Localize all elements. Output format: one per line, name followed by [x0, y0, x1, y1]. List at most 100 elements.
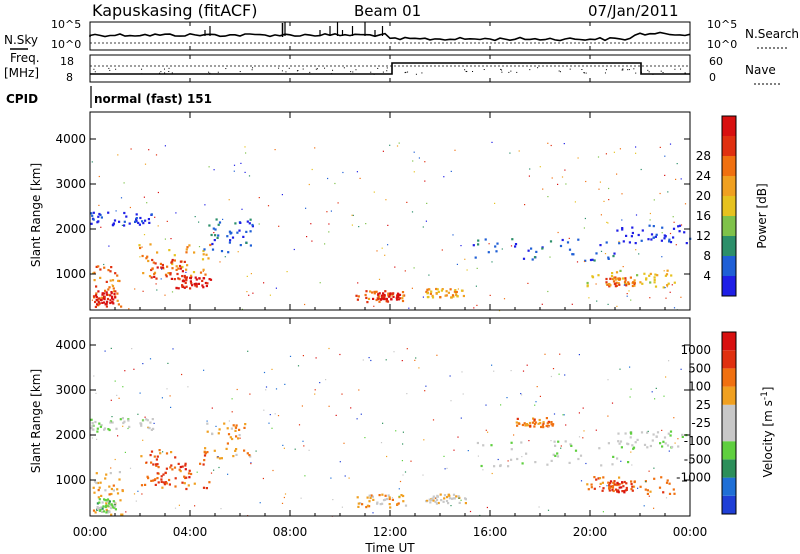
- range-cell: [99, 268, 102, 271]
- range-cell: [648, 470, 650, 472]
- range-cell: [185, 487, 188, 491]
- range-cell: [103, 292, 106, 295]
- range-cell: [415, 357, 417, 359]
- range-cell: [523, 422, 526, 425]
- range-cell: [616, 305, 618, 307]
- range-cell: [385, 359, 387, 361]
- range-cell: [432, 495, 435, 498]
- range-cell: [150, 461, 153, 464]
- range-cell: [228, 241, 231, 244]
- range-cell: [564, 440, 567, 443]
- range-cell: [386, 455, 388, 458]
- range-cell: [162, 481, 165, 484]
- range-cell: [600, 464, 603, 467]
- range-cell: [608, 187, 610, 190]
- range-cell: [518, 150, 520, 152]
- range-cell: [94, 511, 97, 514]
- nave-dot: [163, 68, 165, 70]
- range-cell: [190, 282, 193, 285]
- colorbar-segment: [722, 477, 736, 496]
- range-cell: [179, 260, 182, 263]
- range-cell: [104, 505, 107, 509]
- range-cell: [105, 293, 109, 296]
- range-cell: [398, 293, 402, 296]
- range-cell: [281, 502, 284, 504]
- range-cell: [149, 454, 152, 457]
- range-cell: [111, 504, 114, 507]
- range-cell: [584, 217, 586, 220]
- range-cell: [314, 147, 316, 149]
- range-cell: [600, 250, 603, 252]
- range-cell: [202, 253, 205, 256]
- range-cell: [644, 488, 647, 491]
- range-cell: [97, 220, 100, 223]
- range-cell: [185, 248, 188, 251]
- range-cell: [125, 511, 127, 513]
- range-cell: [113, 501, 116, 504]
- range-cell: [550, 423, 553, 426]
- range-cell: [666, 479, 669, 482]
- range-cell: [128, 425, 131, 428]
- nave-dot: [350, 71, 352, 73]
- range-cell: [103, 295, 106, 298]
- range-cell: [90, 427, 93, 430]
- nave-dot: [647, 69, 649, 71]
- range-cell: [585, 462, 587, 465]
- range-cell: [206, 451, 209, 454]
- range-cell: [238, 229, 241, 232]
- range-cell: [110, 399, 112, 401]
- range-cell: [462, 294, 465, 298]
- range-cell: [552, 453, 555, 456]
- range-cell: [547, 196, 549, 198]
- range-cell: [540, 425, 543, 429]
- range-cell: [466, 269, 468, 271]
- range-cell: [616, 229, 619, 232]
- range-cell: [568, 237, 570, 239]
- range-cell: [161, 268, 163, 270]
- nave-dot: [109, 69, 111, 71]
- range-cell: [190, 472, 193, 476]
- range-cell: [174, 507, 177, 509]
- range-cell: [550, 144, 552, 147]
- range-cell: [304, 303, 306, 306]
- range-cell: [94, 294, 98, 297]
- range-cell: [109, 299, 112, 302]
- range-cell: [217, 223, 220, 226]
- range-cell: [328, 223, 330, 225]
- range-cell: [580, 480, 583, 482]
- nave-dot: [500, 68, 502, 70]
- range-cell: [557, 231, 559, 234]
- range-cell: [542, 426, 545, 429]
- range-cell: [164, 145, 166, 147]
- range-cell: [91, 424, 94, 428]
- range-cell: [556, 455, 560, 458]
- range-cell: [170, 238, 172, 240]
- range-cell: [100, 226, 102, 228]
- range-cell: [169, 273, 172, 276]
- range-cell: [656, 431, 660, 434]
- range-cell: [598, 188, 600, 190]
- range-cell: [671, 445, 674, 449]
- range-cell: [476, 441, 479, 445]
- range-cell: [487, 251, 490, 254]
- range-cell: [372, 498, 375, 501]
- nave-dot: [386, 70, 388, 72]
- range-cell: [114, 296, 117, 299]
- range-cell: [460, 499, 462, 501]
- range-cell: [569, 443, 572, 446]
- colorbar-tick-label: 100: [688, 380, 711, 394]
- range-cell: [412, 160, 414, 162]
- noise-tick-top-right: 10^5: [707, 18, 737, 31]
- range-cell: [235, 424, 238, 427]
- range-cell: [225, 447, 228, 450]
- range-cell: [232, 455, 235, 458]
- cpid-value: normal (fast) 151: [94, 92, 212, 106]
- range-cell: [115, 210, 117, 212]
- range-cell: [167, 362, 169, 364]
- range-cell: [205, 487, 208, 490]
- range-cell: [451, 294, 455, 297]
- range-cell: [90, 222, 93, 225]
- range-cell: [413, 171, 415, 173]
- nave-dot: [510, 70, 512, 72]
- range-cell: [510, 448, 513, 451]
